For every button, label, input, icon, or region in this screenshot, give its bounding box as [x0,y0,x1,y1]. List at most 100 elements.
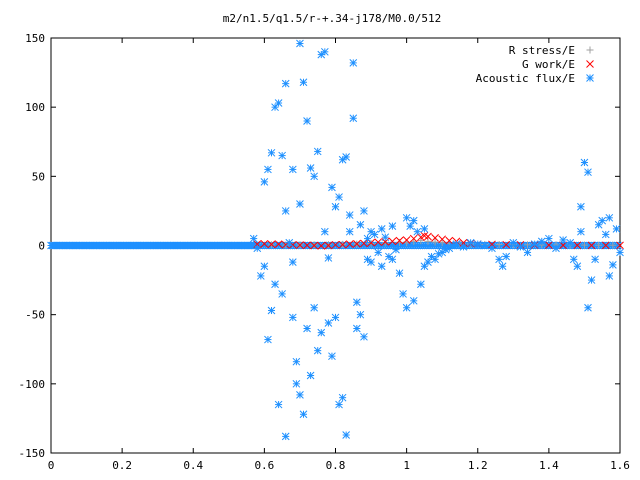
data-point-acoustic-flux-e [278,290,287,298]
data-point-acoustic-flux-e [363,234,372,243]
x-tick-label: 1.2 [468,459,488,472]
data-point-acoustic-flux-e [502,252,511,261]
data-point-acoustic-flux-e [281,207,290,215]
data-point-acoustic-flux-e [274,99,283,107]
data-point-acoustic-flux-e [616,248,624,257]
data-point-acoustic-flux-e [288,313,297,322]
data-point-acoustic-flux-e [416,280,425,289]
data-point-acoustic-flux-e [577,202,585,211]
data-point-g-work-e [338,240,347,249]
data-point-g-work-e [274,240,283,248]
data-point-acoustic-flux-e [281,432,290,441]
data-point-acoustic-flux-e [285,238,294,247]
y-tick-label: -100 [19,378,46,391]
data-point-acoustic-flux-e [516,243,525,251]
data-point-g-work-e [345,240,354,248]
data-point-g-work-e [545,241,553,249]
data-point-acoustic-flux-e [360,332,368,341]
data-point-acoustic-flux-e [566,238,575,247]
data-point-r-stress-e [580,241,588,249]
data-point-acoustic-flux-e [377,262,386,271]
data-point-acoustic-flux-e [264,165,272,174]
data-point-acoustic-flux-e [459,243,468,251]
data-point-acoustic-flux-e [281,79,290,88]
data-point-r-stress-e [431,238,439,246]
data-point-acoustic-flux-e [356,220,365,229]
legend-marker [586,46,594,54]
data-point-acoustic-flux-e [559,236,567,244]
data-point-g-work-e [388,237,397,246]
data-point-acoustic-flux-e [306,164,315,172]
data-point-acoustic-flux-e [584,168,592,177]
data-point-acoustic-flux-e [612,225,621,233]
y-tick-label: 0 [38,240,45,253]
data-point-g-work-e [488,240,496,249]
data-point-acoustic-flux-e [299,78,308,87]
data-point-acoustic-flux-e [292,357,301,366]
data-point-acoustic-flux-e [374,248,383,257]
data-point-acoustic-flux-e [335,193,343,201]
data-point-r-stress-e [495,241,503,249]
data-point-acoustic-flux-e [324,254,333,262]
data-point-acoustic-flux-e [402,303,411,312]
data-point-acoustic-flux-e [388,255,397,264]
data-point-acoustic-flux-e [271,280,279,289]
data-point-acoustic-flux-e [342,153,351,161]
legend-label: R stress/E [509,44,575,57]
data-point-g-work-e [438,235,447,244]
data-point-acoustic-flux-e [495,255,503,264]
data-point-acoustic-flux-e [274,400,283,409]
data-point-g-work-e [445,236,454,245]
data-point-acoustic-flux-e [409,296,418,305]
data-point-g-work-e [616,241,624,250]
data-point-acoustic-flux-e [424,258,432,266]
data-point-g-work-e [374,238,383,247]
data-point-g-work-e [331,240,340,249]
data-point-acoustic-flux-e [577,227,585,236]
data-point-acoustic-flux-e [320,227,329,236]
data-point-acoustic-flux-e [253,244,262,253]
data-point-acoustic-flux-e [345,211,354,219]
data-points [47,39,624,441]
data-point-acoustic-flux-e [377,225,386,233]
data-point-acoustic-flux-e [303,117,311,125]
data-point-acoustic-flux-e [313,147,322,156]
data-point-acoustic-flux-e [349,59,358,67]
data-point-g-work-e [317,242,326,250]
data-point-acoustic-flux-e [569,255,578,264]
data-point-acoustic-flux-e [605,213,614,222]
data-point-acoustic-flux-e [395,269,404,278]
data-point-acoustic-flux-e [392,245,400,254]
data-point-acoustic-flux-e [356,310,365,319]
data-point-acoustic-flux-e [523,248,532,257]
data-point-acoustic-flux-e [530,240,539,248]
data-point-acoustic-flux-e [352,324,361,333]
data-point-g-work-e [402,236,411,244]
data-point-r-stress-e [417,237,425,245]
data-point-acoustic-flux-e [303,324,311,333]
data-point-r-stress-e [609,241,617,249]
data-point-acoustic-flux-e [310,303,319,312]
data-point-g-work-e [587,241,596,250]
data-point-g-work-e [296,241,304,249]
x-tick-label: 1 [403,459,410,472]
data-point-acoustic-flux-e [381,233,390,242]
data-point-acoustic-flux-e [288,258,297,266]
data-point-acoustic-flux-e [545,234,553,243]
data-point-acoustic-flux-e [264,335,272,344]
x-tick-label: 0.6 [254,459,274,472]
y-tick-label: -150 [19,447,46,460]
data-point-g-work-e [352,239,361,248]
data-point-acoustic-flux-e [420,225,429,233]
data-point-acoustic-flux-e [324,319,333,327]
data-point-r-stress-e [438,239,446,247]
data-point-acoustic-flux-e [473,240,482,248]
legend-label: Acoustic flux/E [476,72,575,85]
data-point-acoustic-flux-e [488,244,496,253]
data-point-acoustic-flux-e [388,222,397,230]
data-point-acoustic-flux-e [345,227,354,236]
x-tick-label: 0.4 [183,459,203,472]
data-point-g-work-e [267,240,276,249]
data-point-r-stress-e [367,240,375,248]
